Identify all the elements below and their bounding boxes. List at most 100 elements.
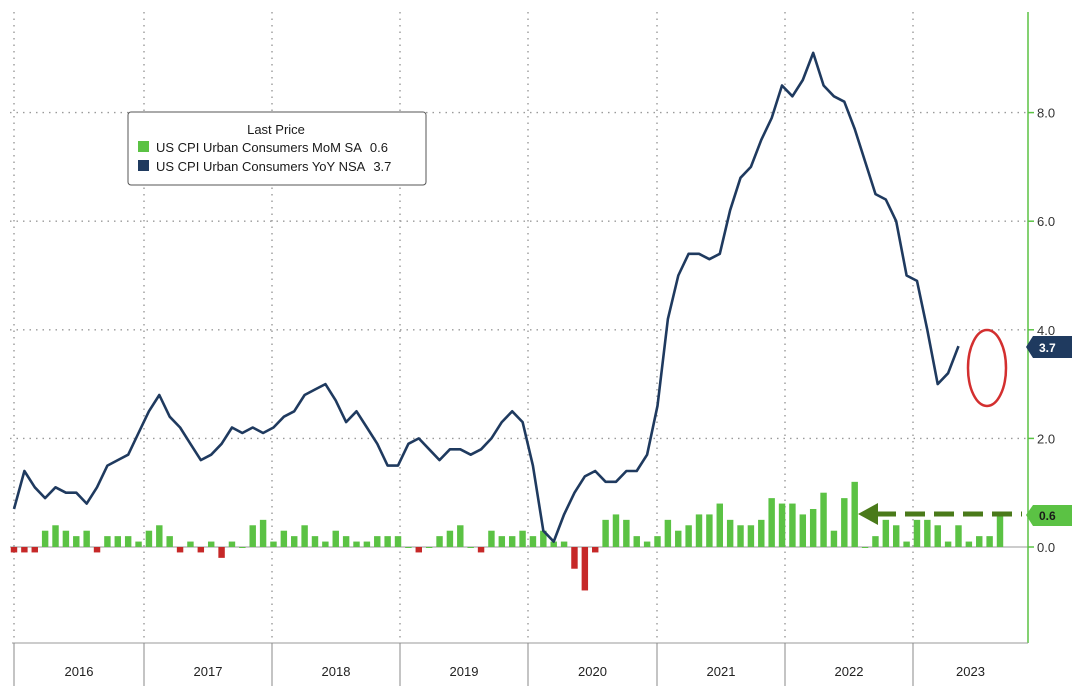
mom-last-value: 0.6: [1039, 509, 1056, 523]
mom-bar: [207, 541, 215, 547]
mom-bar: [924, 519, 931, 547]
x-tick-label: 2021: [707, 664, 736, 679]
legend-swatch-yoy: [138, 160, 149, 171]
mom-last-badge: 0.6: [1026, 505, 1072, 526]
mom-bar: [425, 547, 433, 548]
mom-bar: [353, 541, 360, 547]
legend-entry-yoy-last: 3.7: [373, 159, 391, 174]
mom-bar: [976, 536, 983, 547]
mom-bar: [675, 530, 682, 547]
mom-bar: [145, 530, 153, 547]
mom-bar: [851, 481, 858, 547]
mom-bar: [239, 547, 246, 548]
x-tick-label: 2022: [835, 664, 864, 679]
mom-bar: [695, 514, 703, 547]
x-tick-label: 2020: [578, 664, 607, 679]
x-axis: 2016 2017 2018 2019 2020 2021 2022 2023: [13, 643, 985, 686]
mom-bar: [872, 536, 879, 547]
mom-bar: [405, 547, 412, 548]
mom-bar: [934, 525, 941, 547]
mom-bar: [592, 547, 599, 553]
mom-bar: [508, 536, 516, 547]
legend-entry-yoy-name: US CPI Urban Consumers YoY NSA: [156, 159, 366, 174]
mom-bar: [363, 541, 371, 547]
mom-bar: [602, 519, 609, 547]
x-tick-label: 2018: [322, 664, 351, 679]
mom-bar: [830, 530, 838, 547]
mom-bar: [322, 541, 329, 547]
mom-bar: [301, 525, 308, 547]
mom-bar: [809, 508, 817, 547]
mom-bar: [498, 536, 506, 547]
mom-bar: [778, 503, 786, 547]
mom-bar: [726, 519, 734, 547]
mom-bar: [31, 547, 38, 553]
mom-bar: [892, 525, 900, 547]
mom-bar: [623, 519, 630, 547]
yoy-last-badge: 3.7: [1026, 336, 1072, 358]
legend-entry-mom-name: US CPI Urban Consumers MoM SA: [156, 140, 362, 155]
mom-bar: [789, 503, 796, 547]
mom-bar: [176, 547, 184, 553]
mom-bar: [135, 541, 142, 547]
mom-bar: [83, 530, 90, 547]
mom-bar: [882, 519, 890, 547]
mom-bar: [519, 530, 526, 547]
mom-bar: [643, 541, 651, 547]
legend-title: Last Price: [247, 122, 305, 137]
mom-bars: [10, 481, 1004, 591]
mom-bar: [737, 525, 744, 547]
mom-bar: [21, 547, 28, 553]
mom-bar: [446, 530, 454, 547]
mom-bar: [342, 536, 350, 547]
legend-entry-mom: US CPI Urban Consumers MoM SA 0.6: [156, 140, 388, 155]
mom-bar: [73, 536, 80, 547]
mom-bar: [259, 519, 267, 547]
mom-bar: [477, 547, 485, 553]
mom-bar: [965, 541, 973, 547]
mom-bar: [685, 525, 692, 547]
mom-bar: [384, 536, 391, 547]
mom-bar: [228, 541, 236, 547]
y-tick-label: 2.0: [1037, 431, 1055, 446]
mom-bar: [716, 503, 723, 547]
legend-entry-mom-last: 0.6: [370, 140, 388, 155]
mom-bar: [820, 492, 827, 547]
mom-bar: [996, 514, 1004, 547]
mom-bar: [311, 536, 319, 547]
mom-bar: [747, 525, 755, 547]
mom-bar: [394, 536, 402, 547]
legend: Last Price US CPI Urban Consumers MoM SA…: [127, 111, 427, 186]
mom-bar: [52, 525, 59, 547]
mom-bar: [664, 519, 672, 547]
yoy-line: [12, 51, 960, 543]
mom-bar: [197, 547, 205, 553]
mom-bar: [986, 536, 993, 547]
mom-bar: [104, 536, 111, 547]
mom-bar: [955, 525, 962, 547]
mom-bar: [488, 530, 495, 547]
mom-bar: [457, 525, 464, 547]
mom-bar: [467, 547, 474, 548]
mom-bar: [291, 536, 298, 547]
mom-bar: [571, 547, 578, 569]
y-tick-label: 6.0: [1037, 214, 1055, 229]
mom-bar: [41, 530, 49, 547]
mom-bar: [550, 541, 557, 547]
mom-bar: [332, 530, 339, 547]
mom-bar: [10, 547, 18, 553]
mom-bar: [218, 547, 225, 558]
mom-bar: [944, 541, 952, 547]
mom-bar: [436, 536, 443, 547]
x-tick-label: 2019: [450, 664, 479, 679]
mom-bar: [706, 514, 713, 547]
mom-bar: [903, 541, 910, 547]
mom-bar: [93, 547, 101, 553]
mom-bar: [633, 536, 640, 547]
mom-bar: [612, 514, 620, 547]
annotation-circle: [966, 328, 1008, 408]
mom-bar: [529, 536, 537, 547]
x-tick-label: 2023: [956, 664, 985, 679]
mom-bar: [768, 498, 775, 547]
